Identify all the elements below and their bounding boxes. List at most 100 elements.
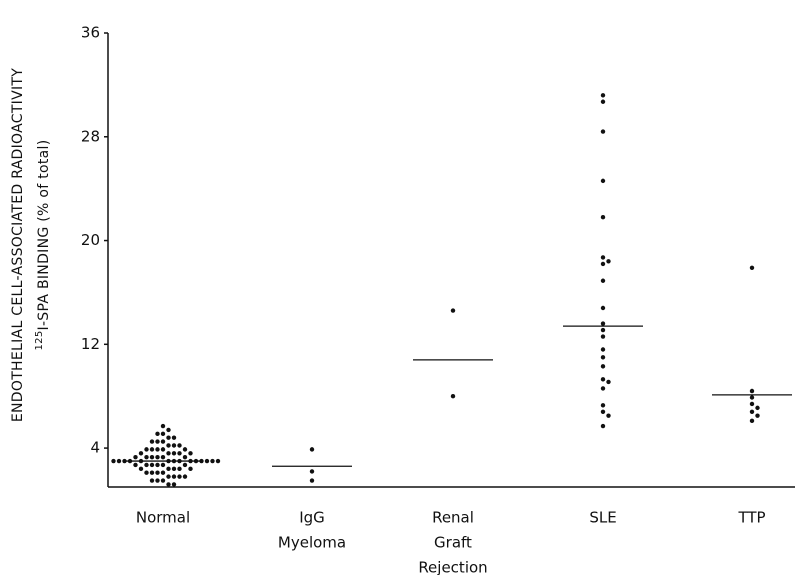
data-point	[182, 447, 188, 452]
data-point	[138, 451, 144, 456]
data-point	[133, 454, 138, 460]
y-axis-label-text: I-SPA BINDING (% of total)	[36, 140, 52, 331]
data-point	[160, 470, 166, 475]
data-point	[160, 447, 166, 452]
data-point	[749, 409, 755, 414]
data-point	[600, 261, 606, 267]
data-point	[149, 439, 155, 444]
data-point	[144, 447, 149, 452]
data-point	[171, 451, 177, 456]
x-tick-label: Rejection	[418, 559, 487, 575]
data-point	[606, 379, 611, 385]
x-tick-label: IgG	[299, 509, 325, 527]
data-point	[600, 327, 606, 333]
data-point	[149, 478, 155, 483]
data-point	[149, 447, 155, 452]
data-point	[133, 462, 138, 468]
data-point	[204, 458, 210, 464]
data-point	[749, 418, 755, 424]
data-point	[309, 447, 315, 452]
data-point	[450, 308, 456, 313]
data-point	[188, 466, 193, 472]
data-point	[171, 466, 177, 472]
data-point	[600, 178, 606, 184]
data-point	[600, 321, 606, 326]
data-point	[155, 431, 160, 437]
data-point	[155, 454, 160, 460]
data-point	[600, 347, 606, 352]
x-tick-label: Normal	[136, 509, 190, 527]
x-tick-label: SLE	[589, 509, 616, 527]
x-tick-label: TTP	[737, 509, 765, 527]
data-point	[606, 413, 611, 418]
data-point	[210, 458, 215, 464]
data-point	[166, 451, 171, 456]
data-point	[144, 462, 149, 468]
data-point	[600, 93, 606, 98]
data-point	[600, 334, 606, 339]
data-point	[160, 454, 166, 460]
x-tick-label: Myeloma	[278, 534, 346, 552]
data-point	[600, 255, 606, 260]
data-point	[138, 466, 144, 472]
data-point	[177, 474, 182, 479]
data-point	[149, 454, 155, 460]
data-point	[160, 423, 166, 429]
data-point	[116, 458, 122, 464]
data-point	[600, 214, 606, 220]
data-point	[149, 470, 155, 475]
data-point	[160, 431, 166, 437]
data-point	[600, 377, 606, 382]
data-point	[111, 458, 116, 464]
data-point	[600, 403, 606, 408]
data-point	[450, 394, 456, 399]
data-point	[155, 439, 160, 444]
data-point	[149, 462, 155, 468]
data-point	[600, 305, 606, 311]
data-point	[171, 474, 177, 479]
data-point	[600, 278, 606, 283]
data-point	[166, 482, 171, 487]
data-point	[755, 413, 760, 418]
data-point	[144, 454, 149, 460]
y-tick-label: 12	[81, 335, 100, 353]
data-point	[182, 454, 188, 460]
data-point	[160, 462, 166, 468]
y-axis-label-superscript: 125	[34, 330, 45, 350]
data-point	[749, 401, 755, 407]
data-point	[144, 470, 149, 475]
data-point	[166, 443, 171, 448]
data-point	[600, 355, 606, 360]
data-point	[309, 469, 315, 474]
data-point	[749, 395, 755, 400]
data-point	[600, 99, 606, 104]
data-point	[188, 451, 193, 456]
data-point	[171, 435, 177, 440]
data-point	[600, 129, 606, 134]
data-point	[755, 405, 760, 411]
y-tick-label: 4	[90, 439, 100, 457]
data-point	[177, 466, 182, 472]
y-tick-label: 20	[81, 231, 100, 249]
x-tick-label: Renal	[432, 509, 474, 527]
data-point	[177, 443, 182, 448]
data-point	[600, 386, 606, 391]
data-point	[606, 259, 611, 264]
y-tick-label: 28	[81, 127, 100, 145]
data-point	[600, 364, 606, 369]
data-point	[171, 482, 177, 487]
data-point	[166, 427, 171, 433]
y-axis-label: ENDOTHELIAL CELL-ASSOCIATED RADIOACTIVIT…	[10, 68, 26, 422]
data-point	[182, 462, 188, 468]
data-point	[155, 478, 160, 483]
data-point	[155, 447, 160, 452]
data-point	[171, 443, 177, 448]
data-point	[160, 439, 166, 444]
data-point	[155, 470, 160, 475]
data-point	[749, 265, 755, 270]
y-tick-label: 36	[81, 24, 100, 42]
data-point	[749, 388, 755, 394]
data-point	[166, 466, 171, 472]
